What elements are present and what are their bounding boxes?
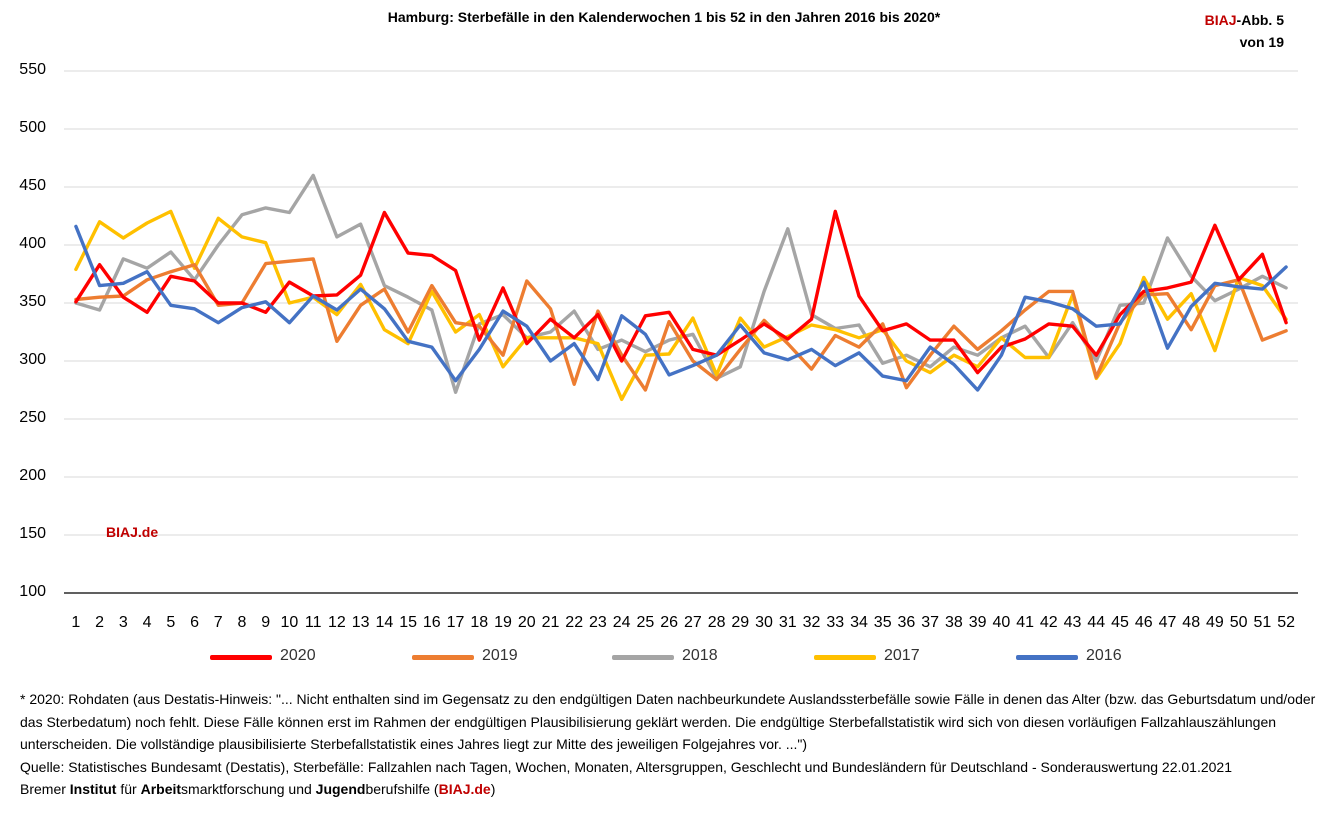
x-tick-label: 46 bbox=[1134, 614, 1153, 631]
x-tick-label: 47 bbox=[1158, 614, 1177, 631]
x-tick-label: 33 bbox=[826, 614, 845, 631]
series-line-2019 bbox=[74, 257, 1288, 392]
credit-part: berufshilfe ( bbox=[365, 781, 439, 797]
x-tick-label: 21 bbox=[541, 614, 560, 631]
legend-label: 2020 bbox=[280, 647, 316, 664]
y-tick-label: 250 bbox=[19, 409, 46, 426]
x-tick-label: 52 bbox=[1277, 614, 1296, 631]
x-tick-label: 8 bbox=[237, 614, 247, 631]
x-tick-label: 30 bbox=[755, 614, 773, 631]
x-tick-label: 13 bbox=[351, 614, 370, 631]
legend-swatch bbox=[612, 655, 674, 660]
x-tick-label: 20 bbox=[517, 614, 536, 631]
x-tick-label: 32 bbox=[802, 614, 821, 631]
x-tick-label: 35 bbox=[873, 614, 892, 631]
credit-part: BIAJ.de bbox=[438, 781, 491, 797]
x-tick-label: 4 bbox=[142, 614, 152, 631]
legend-label: 2017 bbox=[884, 647, 920, 664]
x-tick-label: 50 bbox=[1229, 614, 1248, 631]
credit-part: Institut bbox=[69, 781, 117, 797]
y-tick-label: 400 bbox=[19, 235, 46, 252]
y-tick-label: 300 bbox=[19, 351, 46, 368]
y-tick-label: 200 bbox=[19, 467, 46, 484]
credit-part: Bremer bbox=[20, 781, 70, 797]
x-tick-label: 9 bbox=[261, 614, 271, 631]
x-tick-label: 10 bbox=[280, 614, 299, 631]
credit-part: smarktforschung und bbox=[181, 781, 316, 797]
badge-brand: BIAJ bbox=[1204, 12, 1237, 28]
y-tick-label: 500 bbox=[19, 119, 46, 136]
badge-figure-number: -Abb. 5 bbox=[1236, 12, 1284, 28]
credit-part: Arbeit bbox=[140, 781, 182, 797]
x-tick-label: 28 bbox=[707, 614, 726, 631]
legend-swatch bbox=[814, 655, 876, 660]
x-tick-label: 16 bbox=[422, 614, 441, 631]
x-tick-label: 6 bbox=[190, 614, 199, 631]
footnote-remark: * 2020: Rohdaten (aus Destatis-Hinweis: … bbox=[20, 691, 1316, 752]
x-tick-label: 38 bbox=[944, 614, 963, 631]
footnote: * 2020: Rohdaten (aus Destatis-Hinweis: … bbox=[20, 688, 1320, 801]
x-tick-label: 5 bbox=[166, 614, 176, 631]
x-tick-label: 42 bbox=[1039, 614, 1058, 631]
x-tick-label: 22 bbox=[565, 614, 584, 631]
credit-part: ) bbox=[490, 781, 496, 797]
x-tick-label: 15 bbox=[399, 614, 417, 631]
x-tick-label: 48 bbox=[1182, 614, 1201, 631]
y-tick-label: 100 bbox=[19, 583, 46, 600]
x-tick-label: 36 bbox=[897, 614, 916, 631]
y-tick-label: 450 bbox=[19, 177, 46, 194]
x-tick-label: 51 bbox=[1253, 614, 1272, 631]
x-tick-label: 39 bbox=[968, 614, 987, 631]
x-tick-label: 19 bbox=[494, 614, 512, 631]
x-tick-label: 43 bbox=[1063, 614, 1082, 631]
watermark: BIAJ.de bbox=[106, 524, 159, 540]
x-tick-label: 12 bbox=[327, 614, 346, 631]
series-line-2020 bbox=[74, 209, 1288, 375]
legend-swatch bbox=[210, 655, 272, 660]
series-line-2016 bbox=[74, 224, 1288, 392]
credit-part: für bbox=[116, 781, 141, 797]
legend-swatch bbox=[1016, 655, 1078, 660]
x-tick-label: 37 bbox=[921, 614, 940, 631]
x-tick-label: 3 bbox=[118, 614, 128, 631]
x-tick-label: 40 bbox=[992, 614, 1011, 631]
x-tick-label: 26 bbox=[660, 614, 679, 631]
chart-title: Hamburg: Sterbefälle in den Kalenderwoch… bbox=[387, 9, 941, 25]
y-tick-label: 350 bbox=[19, 293, 46, 310]
x-tick-label: 2 bbox=[95, 614, 105, 631]
legend-label: 2019 bbox=[482, 647, 518, 664]
x-tick-label: 11 bbox=[304, 614, 322, 631]
x-tick-label: 29 bbox=[731, 614, 750, 631]
legend-swatch bbox=[412, 655, 474, 660]
x-tick-label: 23 bbox=[589, 614, 607, 631]
x-tick-label: 34 bbox=[850, 614, 868, 631]
x-tick-label: 14 bbox=[375, 614, 394, 631]
x-tick-label: 41 bbox=[1016, 614, 1034, 631]
credit-part: Jugend bbox=[315, 781, 366, 797]
y-tick-label: 150 bbox=[19, 525, 46, 542]
x-tick-label: 7 bbox=[213, 614, 223, 631]
footnote-source: Quelle: Statistisches Bundesamt (Destati… bbox=[20, 758, 1232, 775]
x-tick-label: 27 bbox=[683, 614, 702, 631]
legend-label: 2018 bbox=[682, 647, 718, 664]
x-tick-label: 44 bbox=[1087, 614, 1106, 631]
x-tick-label: 25 bbox=[636, 614, 655, 631]
x-tick-label: 1 bbox=[71, 614, 81, 631]
x-tick-label: 17 bbox=[446, 614, 465, 631]
x-tick-label: 31 bbox=[778, 614, 797, 631]
footnote-credit: Bremer Institut für Arbeitsmarktforschun… bbox=[20, 778, 1320, 801]
line-chart bbox=[64, 70, 1298, 594]
x-tick-label: 18 bbox=[470, 614, 489, 631]
x-tick-label: 45 bbox=[1111, 614, 1129, 631]
y-tick-label: 550 bbox=[19, 61, 46, 78]
x-tick-label: 49 bbox=[1206, 614, 1224, 631]
legend-label: 2016 bbox=[1086, 647, 1122, 664]
x-tick-label: 24 bbox=[612, 614, 631, 631]
figure-badge: BIAJ-Abb. 5 von 19 bbox=[1205, 9, 1284, 53]
badge-figure-count: von 19 bbox=[1239, 34, 1284, 50]
